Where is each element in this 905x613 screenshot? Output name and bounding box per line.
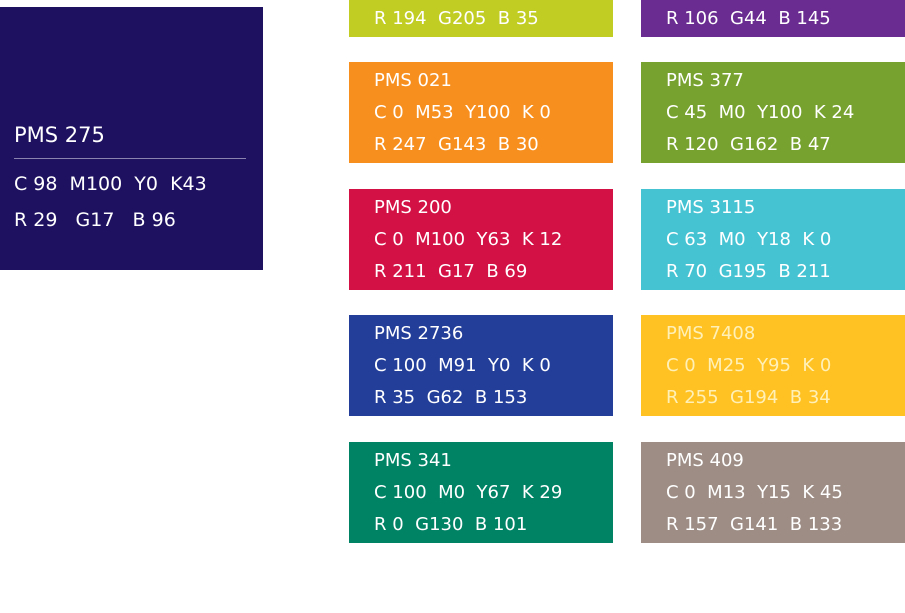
swatch: PMS 409 C 0 M13 Y15 K 45 R 157 G141 B 133 bbox=[641, 442, 905, 543]
swatch: PMS 3115 C 63 M0 Y18 K 0 R 70 G195 B 211 bbox=[641, 189, 905, 290]
swatch-name: PMS 7408 bbox=[666, 323, 756, 344]
swatch-rgb: R 211 G17 B 69 bbox=[374, 261, 528, 282]
swatch: PMS 2736 C 100 M91 Y0 K 0 R 35 G62 B 153 bbox=[349, 315, 613, 416]
swatch-name: PMS 021 bbox=[374, 70, 452, 91]
swatch: R 106 G44 B 145 bbox=[641, 0, 905, 37]
swatch-cmyk: C 0 M13 Y15 K 45 bbox=[666, 482, 843, 503]
swatch-name: PMS 200 bbox=[374, 197, 452, 218]
swatch-rgb: R 194 G205 B 35 bbox=[374, 8, 539, 29]
swatch-rgb: R 255 G194 B 34 bbox=[666, 387, 831, 408]
swatch-name: PMS 341 bbox=[374, 450, 452, 471]
swatch-rgb: R 106 G44 B 145 bbox=[666, 8, 831, 29]
swatch: R 194 G205 B 35 bbox=[349, 0, 613, 37]
swatch-name: PMS 275 bbox=[14, 123, 105, 147]
swatch-cmyk: C 0 M100 Y63 K 12 bbox=[374, 229, 563, 250]
swatch-name: PMS 3115 bbox=[666, 197, 756, 218]
swatch-cmyk: C 63 M0 Y18 K 0 bbox=[666, 229, 832, 250]
swatch-rgb: R 35 G62 B 153 bbox=[374, 387, 528, 408]
swatch-name: PMS 377 bbox=[666, 70, 744, 91]
swatch-name: PMS 409 bbox=[666, 450, 744, 471]
swatch-cmyk: C 98 M100 Y0 K43 bbox=[14, 173, 207, 195]
swatch-cmyk: C 0 M25 Y95 K 0 bbox=[666, 355, 832, 376]
swatch-cmyk: C 45 M0 Y100 K 24 bbox=[666, 102, 855, 123]
swatch: PMS 341 C 100 M0 Y67 K 29 R 0 G130 B 101 bbox=[349, 442, 613, 543]
swatch: PMS 7408 C 0 M25 Y95 K 0 R 255 G194 B 34 bbox=[641, 315, 905, 416]
swatch-cmyk: C 0 M53 Y100 K 0 bbox=[374, 102, 551, 123]
divider bbox=[14, 158, 246, 159]
swatch-rgb: R 0 G130 B 101 bbox=[374, 514, 528, 535]
swatch: PMS 200 C 0 M100 Y63 K 12 R 211 G17 B 69 bbox=[349, 189, 613, 290]
swatch: PMS 377 C 45 M0 Y100 K 24 R 120 G162 B 47 bbox=[641, 62, 905, 163]
swatch: PMS 021 C 0 M53 Y100 K 0 R 247 G143 B 30 bbox=[349, 62, 613, 163]
swatch-cmyk: C 100 M0 Y67 K 29 bbox=[374, 482, 563, 503]
swatch-rgb: R 120 G162 B 47 bbox=[666, 134, 831, 155]
swatch-rgb: R 29 G17 B 96 bbox=[14, 209, 176, 231]
swatch-name: PMS 2736 bbox=[374, 323, 464, 344]
main-swatch: PMS 275 C 98 M100 Y0 K43 R 29 G17 B 96 bbox=[0, 7, 263, 270]
swatch-rgb: R 70 G195 B 211 bbox=[666, 261, 831, 282]
swatch-rgb: R 157 G141 B 133 bbox=[666, 514, 843, 535]
swatch-rgb: R 247 G143 B 30 bbox=[374, 134, 539, 155]
swatch-cmyk: C 100 M91 Y0 K 0 bbox=[374, 355, 551, 376]
